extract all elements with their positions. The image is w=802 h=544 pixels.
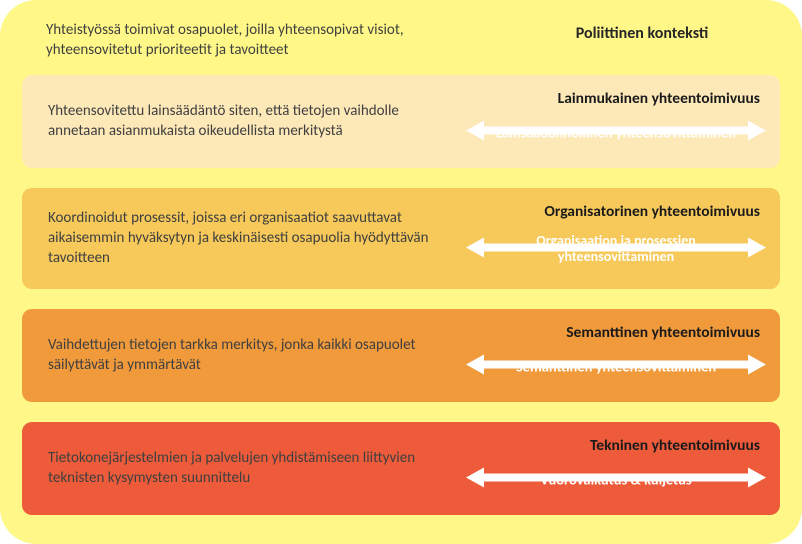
layer-description: Vaihdettujen tietojen tarkka merkitys, j… — [48, 323, 466, 388]
double-arrow-icon — [466, 119, 766, 141]
header-title: Poliittinen konteksti — [512, 20, 772, 43]
layer-right: Lainmukainen yhteentoimivuus Lainsäädännö… — [466, 89, 766, 154]
arrow-wrap: Semanttinen yhteensovittaminen — [466, 346, 766, 388]
arrow-wrap: Lainsäädännöllinen yhteensovittaminen — [466, 112, 766, 154]
layer-right: Semanttinen yhteentoimivuus Semanttinen y… — [466, 323, 766, 388]
layer-title: Organisatorinen yhteentoimivuus — [466, 202, 766, 221]
layer-description: Yhteensovitettu lainsäädäntö siten, että… — [48, 89, 466, 154]
layer-title: Lainmukainen yhteentoimivuus — [466, 89, 766, 108]
layer-title: Semanttinen yhteentoimivuus — [466, 323, 766, 342]
layer-0: Yhteensovitettu lainsäädäntö siten, että… — [22, 75, 780, 168]
layer-3: Tietokonejärjestelmien ja palvelujen yhd… — [22, 422, 780, 515]
arrow-wrap: Vuorovaikutus & kuljetus — [466, 459, 766, 501]
header-row: Yhteistyössä toimivat osapuolet, joilla … — [22, 16, 780, 75]
layer-title: Tekninen yhteentoimivuus — [466, 436, 766, 455]
layer-description: Koordinoidut prosessit, joissa eri organ… — [48, 202, 466, 275]
double-arrow-icon — [466, 466, 766, 488]
layer-2: Vaihdettujen tietojen tarkka merkitys, j… — [22, 309, 780, 402]
header-description: Yhteistyössä toimivat osapuolet, joilla … — [46, 20, 512, 61]
layer-1: Koordinoidut prosessit, joissa eri organ… — [22, 188, 780, 289]
double-arrow — [466, 466, 766, 493]
arrow-wrap: Organisaation ja prosessien yhteensovitt… — [466, 225, 766, 275]
diagram-canvas: Yhteistyössä toimivat osapuolet, joilla … — [0, 0, 802, 544]
double-arrow-icon — [466, 236, 766, 258]
layer-right: Tekninen yhteentoimivuus Vuorovaikutus & … — [466, 436, 766, 501]
double-arrow — [466, 119, 766, 146]
layer-right: Organisatorinen yhteentoimivuus Organisaa… — [466, 202, 766, 275]
layers-container: Yhteensovitettu lainsäädäntö siten, että… — [22, 75, 780, 515]
double-arrow-icon — [466, 353, 766, 375]
layer-description: Tietokonejärjestelmien ja palvelujen yhd… — [48, 436, 466, 501]
double-arrow — [466, 353, 766, 380]
double-arrow — [466, 236, 766, 263]
